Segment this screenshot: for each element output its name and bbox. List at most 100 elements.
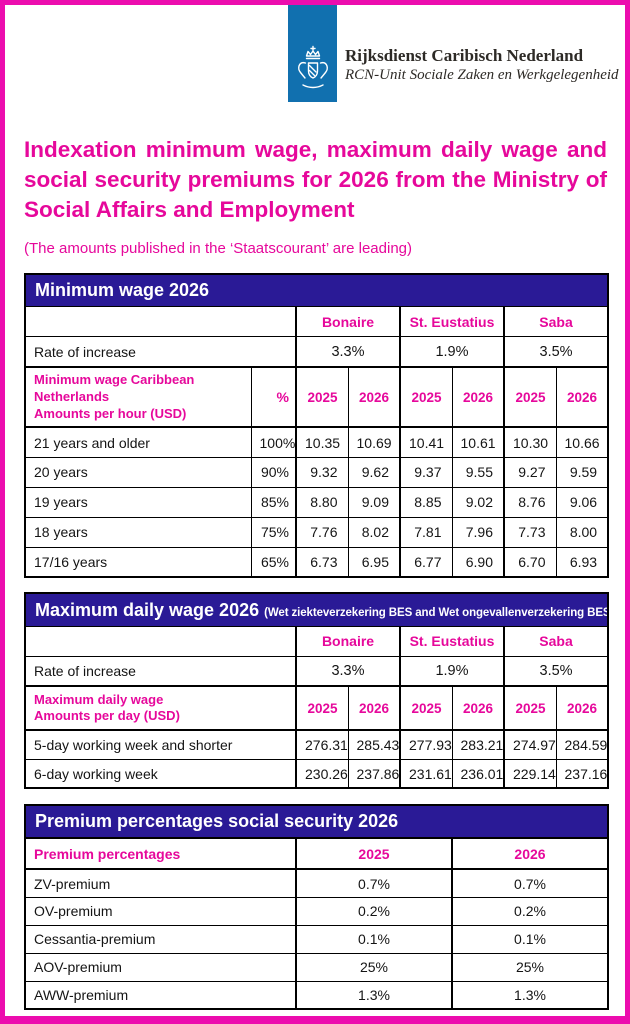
org-name: Rijksdienst Caribisch Nederland [345,46,584,65]
year-header: 2026 [347,685,401,732]
premium-value: 0.7% [451,868,609,898]
year-header: 2025 [399,365,453,429]
coat-of-arms-icon [293,45,333,96]
percent-column-header: % [250,365,297,429]
island-header-saba: Saba [502,625,609,657]
wage-value: 10.69 [347,426,401,458]
table-title-band: Minimum wage 2026 [25,273,609,308]
org-unit: RCN-Unit Sociale Zaken en Werkgelegenhei… [345,67,619,84]
premium-table-title: Premium percentages social security 2026 [25,805,608,839]
wage-value: 230.26 [295,758,349,789]
age-label: 21 years and older [24,426,252,458]
premium-label: ZV-premium [24,868,297,898]
wage-value: 285.43 [347,729,401,760]
year-header: 2026 [555,685,609,732]
islands-header-row: Bonaire St. Eustatius Saba [24,625,609,657]
empty-cell [24,306,297,338]
pct-value: 100% [250,426,297,458]
page-title: Indexation minimum wage, maximum daily w… [24,137,607,222]
wage-value: 7.76 [295,516,349,548]
island-header-st-eustatius: St. Eustatius [399,306,505,338]
wage-value: 284.59 [555,729,609,760]
group-label: Maximum daily wage Amounts per day (USD) [24,685,297,732]
year-header: 2026 [451,365,505,429]
table-row: 19 years 85% 8.80 9.09 8.85 9.02 8.76 9.… [24,486,609,518]
group-label: Minimum wage Caribbean Netherlands Amoun… [24,365,252,429]
wage-value: 10.61 [451,426,505,458]
wage-value: 8.80 [295,486,349,518]
page-subtitle: (The amounts published in the ‘Staatscou… [24,239,413,257]
premium-percentages-table: Premium percentages social security 2026… [24,804,609,1011]
wage-value: 8.00 [555,516,609,548]
table-row: 17/16 years 65% 6.73 6.95 6.77 6.90 6.70… [24,546,609,578]
band-title-suffix: (Wet ziekteverzekering BES and Wet ongev… [264,606,609,619]
rate-of-increase-row: Rate of increase 3.3% 1.9% 3.5% [24,655,609,687]
wage-value: 8.85 [399,486,453,518]
wage-value: 283.21 [451,729,505,760]
premium-label: OV-premium [24,896,297,926]
wage-value: 274.97 [503,729,557,760]
year-header: 2025 [295,365,349,429]
premium-value: 0.1% [451,924,609,954]
year-header: 2025 [503,365,557,429]
wage-value: 10.35 [295,426,349,458]
band-title: Maximum daily wage 2026 [35,599,260,620]
age-label: 19 years [24,486,252,518]
island-header-saba: Saba [502,306,609,338]
table-row: ZV-premium 0.7% 0.7% [24,868,609,898]
maximum-daily-wage-table: Maximum daily wage 2026 (Wet ziekteverze… [24,592,610,790]
table-row: OV-premium 0.2% 0.2% [24,896,609,926]
table-title-band: Premium percentages social security 2026 [25,805,608,839]
wage-value: 231.61 [399,758,453,789]
premium-value: 0.1% [295,924,453,954]
pct-value: 65% [250,546,297,578]
age-label: 20 years [24,456,252,488]
premium-value: 0.2% [295,896,453,926]
rate-bonaire: 3.3% [295,336,401,368]
premium-label: AOV-premium [24,952,297,982]
wage-value: 6.95 [347,546,401,578]
wage-value: 237.86 [347,758,401,789]
year-header: 2025 [295,837,453,871]
premium-header-label: Premium percentages [24,837,297,871]
rate-bonaire: 3.3% [295,655,401,687]
premium-value: 0.2% [451,896,609,926]
wage-value: 7.73 [503,516,557,548]
wage-value: 10.66 [555,426,609,458]
group-label-line1: Maximum daily wage [34,691,164,707]
wage-value: 6.77 [399,546,453,578]
wage-value: 276.31 [295,729,349,760]
premium-value: 1.3% [451,980,609,1010]
wage-value: 9.32 [295,456,349,488]
premium-label: Cessantia-premium [24,924,297,954]
wage-value: 9.09 [347,486,401,518]
wage-value: 236.01 [451,758,505,789]
wage-value: 7.96 [451,516,505,548]
rate-saba: 3.5% [502,336,609,368]
pct-value: 75% [250,516,297,548]
logo-text-block: Rijksdienst Caribisch Nederland RCN-Unit… [345,45,619,86]
age-label: 17/16 years [24,546,252,578]
pct-value: 85% [250,486,297,518]
wage-value: 10.30 [503,426,557,458]
group-label-line1: Minimum wage Caribbean Netherlands [34,371,195,404]
week-label: 5-day working week and shorter [24,729,297,760]
year-header: 2026 [347,365,401,429]
table-row: 18 years 75% 7.76 8.02 7.81 7.96 7.73 8.… [24,516,609,548]
rate-st-eustatius: 1.9% [399,655,505,687]
rate-saba: 3.5% [502,655,609,687]
wage-value: 229.14 [503,758,557,789]
week-label: 6-day working week [24,758,297,789]
wage-value: 277.93 [399,729,453,760]
wage-value: 6.90 [451,546,505,578]
table-row: 20 years 90% 9.32 9.62 9.37 9.55 9.27 9.… [24,456,609,488]
minimum-wage-table: Minimum wage 2026 Bonaire St. Eustatius … [24,272,610,579]
premium-label: AWW-premium [24,980,297,1010]
empty-cell [24,625,297,657]
wage-value: 9.37 [399,456,453,488]
pct-value: 90% [250,456,297,488]
islands-header-row: Bonaire St. Eustatius Saba [24,306,609,338]
table-row: 21 years and older 100% 10.35 10.69 10.4… [24,426,609,458]
year-header: 2025 [399,685,453,732]
table-title-band: Maximum daily wage 2026 (Wet ziekteverze… [25,593,609,627]
